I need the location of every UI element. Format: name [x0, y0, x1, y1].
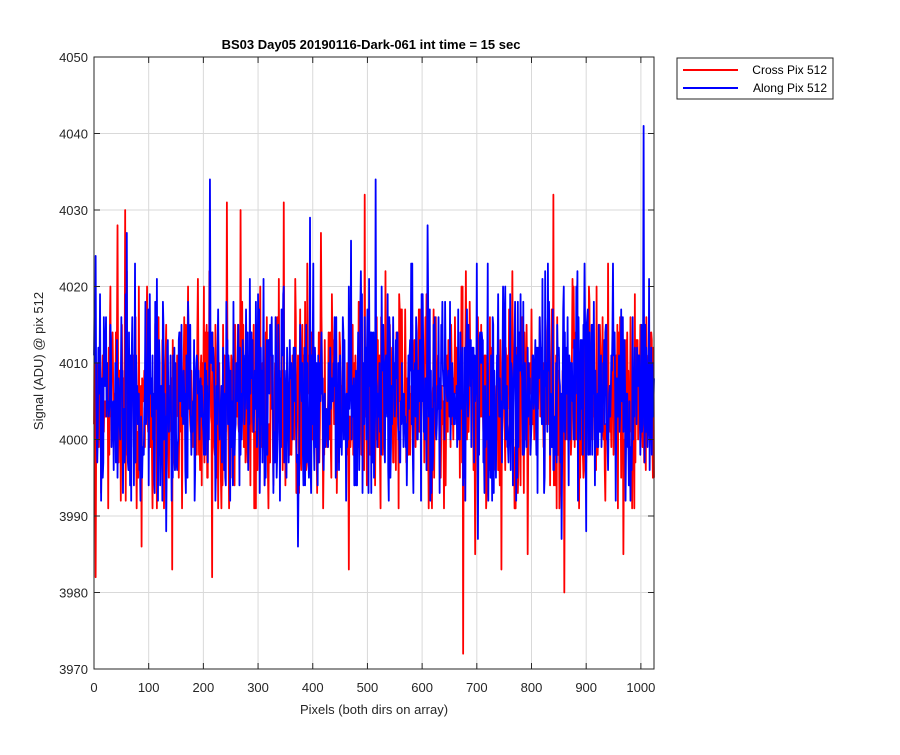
x-tick-label: 100 — [138, 680, 160, 695]
y-tick-label: 3970 — [59, 662, 88, 677]
y-tick-label: 4010 — [59, 356, 88, 371]
y-tick-label: 4030 — [59, 203, 88, 218]
x-tick-label: 0 — [90, 680, 97, 695]
y-tick-label: 4000 — [59, 433, 88, 448]
x-tick-label: 300 — [247, 680, 269, 695]
chart-title: BS03 Day05 20190116-Dark-061 int time = … — [222, 37, 521, 52]
y-tick-label: 4040 — [59, 127, 88, 142]
y-tick-label: 3990 — [59, 509, 88, 524]
x-tick-label: 600 — [411, 680, 433, 695]
x-tick-label: 200 — [193, 680, 215, 695]
x-tick-label: 500 — [357, 680, 379, 695]
x-tick-label: 700 — [466, 680, 488, 695]
y-tick-label: 4020 — [59, 280, 88, 295]
legend: Cross Pix 512 Along Pix 512 — [676, 57, 834, 100]
y-axis-label: Signal (ADU) @ pix 512 — [31, 292, 46, 430]
y-tick-label: 4050 — [59, 50, 88, 65]
legend-label-along-pix: Along Pix 512 — [753, 81, 827, 95]
legend-label-cross-pix: Cross Pix 512 — [752, 63, 827, 77]
x-axis-label: Pixels (both dirs on array) — [300, 702, 448, 717]
ticks: 0 100 200 300 400 500 600 700 800 900 1000 3970 3980… — [59, 50, 655, 695]
x-tick-label: 900 — [575, 680, 597, 695]
x-tick-label: 400 — [302, 680, 324, 695]
x-tick-label: 1000 — [626, 680, 655, 695]
y-tick-label: 3980 — [59, 586, 88, 601]
series-line-along-pix — [93, 124, 655, 548]
legend-box — [676, 57, 834, 100]
x-tick-label: 800 — [521, 680, 543, 695]
series-layer — [93, 124, 655, 655]
